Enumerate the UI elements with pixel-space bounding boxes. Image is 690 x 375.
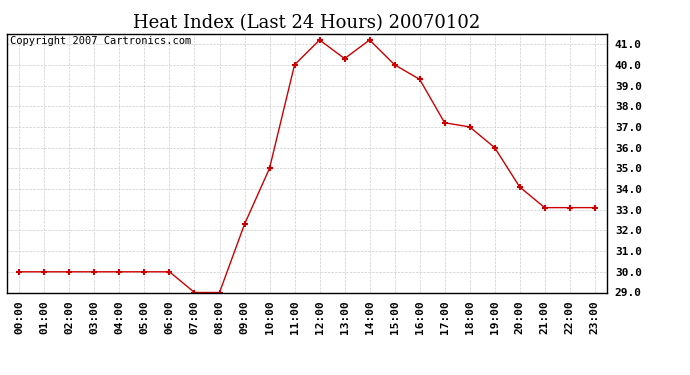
Title: Heat Index (Last 24 Hours) 20070102: Heat Index (Last 24 Hours) 20070102 (133, 14, 481, 32)
Text: Copyright 2007 Cartronics.com: Copyright 2007 Cartronics.com (10, 36, 191, 46)
